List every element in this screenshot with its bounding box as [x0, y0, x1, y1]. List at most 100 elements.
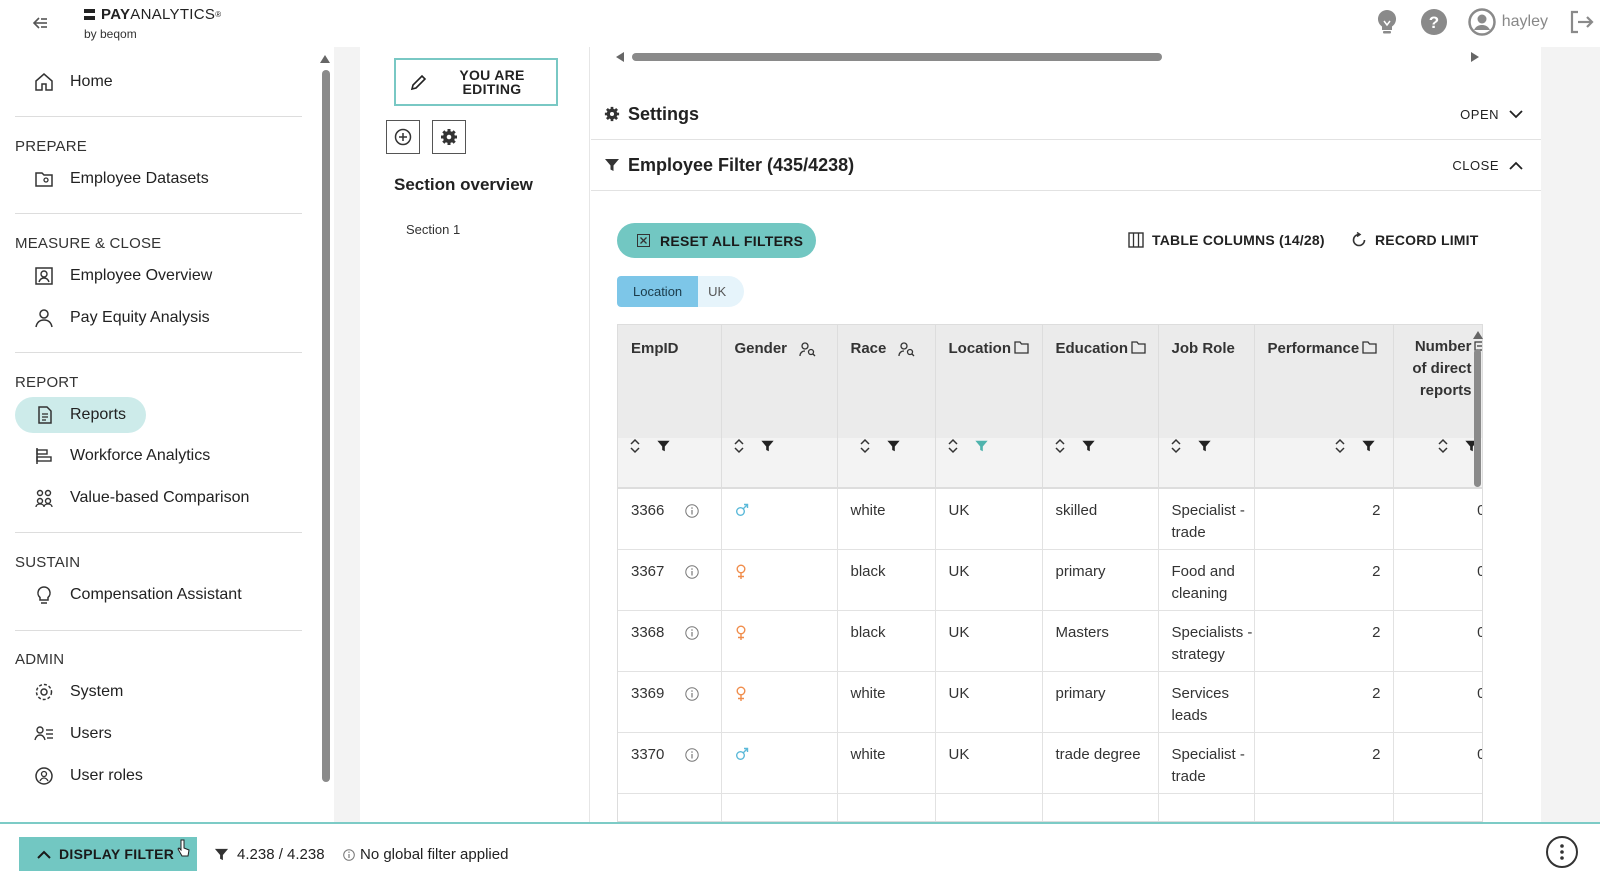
- sort-icon[interactable]: [1170, 438, 1181, 454]
- info-icon[interactable]: [685, 686, 699, 701]
- app-logo[interactable]: PAY ANALYTICS ® by beqom: [84, 6, 221, 41]
- filter-icon[interactable]: [1361, 439, 1376, 453]
- nav-section-admin: ADMIN: [15, 651, 65, 668]
- filter-active-icon[interactable]: [974, 439, 989, 453]
- section-settings-button[interactable]: [432, 120, 466, 154]
- filter-icon[interactable]: [1081, 439, 1096, 453]
- table-row[interactable]: 3368 black UK Masters Specialists - strategy…: [618, 610, 1482, 672]
- record-limit-label: RECORD LIMIT: [1375, 232, 1479, 248]
- horizontal-scrollbar-thumb[interactable]: [632, 53, 1162, 61]
- sidebar-scrollbar-thumb[interactable]: [322, 70, 330, 782]
- column-header-performance[interactable]: Performance: [1254, 325, 1394, 438]
- filter-icon[interactable]: [656, 439, 671, 453]
- help-icon[interactable]: ?: [1420, 8, 1448, 36]
- section-item[interactable]: Section 1: [406, 222, 461, 237]
- cell-direct-reports: 0: [1393, 732, 1482, 794]
- add-section-button[interactable]: [386, 120, 420, 154]
- brand-rest: ANALYTICS: [130, 6, 216, 23]
- male-symbol-icon: [735, 747, 749, 761]
- filter-action-label: CLOSE: [1452, 157, 1499, 173]
- svg-text:?: ?: [1429, 13, 1439, 32]
- sidebar-item-home[interactable]: Home: [15, 64, 133, 100]
- employee-filter-panel-header[interactable]: Employee Filter (435/4238) CLOSE: [591, 140, 1541, 191]
- sort-icon[interactable]: [1054, 438, 1065, 454]
- female-symbol-icon: [735, 686, 747, 702]
- sidebar-item-employee-datasets[interactable]: Employee Datasets: [15, 161, 229, 197]
- cell-education: skilled: [1042, 488, 1159, 550]
- scroll-right-arrow-icon[interactable]: [1471, 52, 1479, 62]
- info-icon[interactable]: [685, 625, 699, 640]
- info-icon[interactable]: [685, 564, 699, 579]
- location-controls: [935, 438, 1043, 489]
- sidebar-item-user-roles[interactable]: User roles: [15, 758, 163, 794]
- cell-performance: 2: [1254, 488, 1394, 550]
- sort-icon[interactable]: [733, 438, 744, 454]
- table-scrollbar-thumb[interactable]: [1474, 349, 1481, 487]
- sidebar-item-label: Pay Equity Analysis: [70, 309, 210, 326]
- filter-icon[interactable]: [760, 439, 775, 453]
- column-header-location[interactable]: Location: [935, 325, 1043, 438]
- sidebar-item-system[interactable]: System: [15, 674, 143, 710]
- record-limit-button[interactable]: RECORD LIMIT: [1351, 232, 1479, 248]
- sidebar-item-label: System: [70, 683, 124, 700]
- sidebar-item-workforce-analytics[interactable]: Workforce Analytics: [15, 438, 230, 474]
- sidebar-item-label: Reports: [70, 406, 127, 423]
- column-header-empid[interactable]: EmpID: [618, 325, 722, 438]
- filter-icon[interactable]: [886, 439, 901, 453]
- settings-open-button[interactable]: OPEN: [1460, 107, 1523, 122]
- lightbulb-icon[interactable]: [1374, 8, 1400, 36]
- table-columns-label: TABLE COLUMNS (14/28): [1152, 232, 1325, 248]
- cell-location: UK: [935, 549, 1043, 611]
- sidebar-item-value-based-comparison[interactable]: Value-based Comparison: [15, 480, 269, 516]
- cell-direct-reports: 0: [1393, 488, 1482, 550]
- nav-section-report: REPORT: [15, 374, 79, 391]
- you-are-editing-button[interactable]: YOU ARE EDITING: [394, 58, 558, 106]
- sort-icon[interactable]: [1334, 438, 1345, 454]
- users-icon: [34, 724, 54, 744]
- more-options-icon[interactable]: [1546, 836, 1578, 868]
- scroll-left-arrow-icon[interactable]: [616, 52, 624, 62]
- sort-icon[interactable]: [947, 438, 958, 454]
- column-header-education[interactable]: Education: [1042, 325, 1159, 438]
- job-role-controls: [1158, 438, 1255, 489]
- folder-icon: [1014, 341, 1029, 354]
- logo-mark-icon: [84, 9, 95, 20]
- username[interactable]: hayley: [1501, 13, 1548, 30]
- table-scroll-up-icon[interactable]: [1473, 331, 1483, 339]
- active-filter-chip[interactable]: Location UK: [617, 276, 745, 307]
- info-icon[interactable]: [685, 747, 699, 762]
- logout-icon[interactable]: [1568, 9, 1594, 35]
- reset-all-filters-button[interactable]: RESET ALL FILTERS: [617, 223, 816, 258]
- sort-icon[interactable]: [630, 438, 640, 454]
- cell-direct-reports: 0: [1393, 549, 1482, 611]
- sidebar-item-employee-overview[interactable]: Employee Overview: [15, 258, 232, 294]
- column-header-gender[interactable]: Gender: [721, 325, 838, 438]
- table-row[interactable]: 3370 white UK trade degree Specialist - trad…: [618, 732, 1482, 794]
- collapse-sidebar-icon[interactable]: [32, 16, 48, 30]
- sidebar-item-users[interactable]: Users: [15, 716, 132, 752]
- display-filter-button[interactable]: DISPLAY FILTER: [19, 837, 197, 871]
- user-avatar-icon[interactable]: [1468, 8, 1496, 36]
- info-icon[interactable]: [685, 504, 699, 518]
- sidebar-item-compensation-assistant[interactable]: Compensation Assistant: [15, 577, 262, 613]
- filter-close-button[interactable]: CLOSE: [1452, 158, 1523, 173]
- column-label: Job Role: [1171, 340, 1235, 357]
- settings-panel-header[interactable]: Settings OPEN: [591, 89, 1541, 140]
- scroll-up-arrow-icon[interactable]: [320, 55, 330, 63]
- sort-icon[interactable]: [859, 438, 870, 454]
- cell-empid: 3366: [618, 488, 722, 550]
- cell-job-role: Specialist - trade: [1158, 732, 1255, 794]
- sort-icon[interactable]: [1437, 438, 1448, 454]
- column-header-direct-reports[interactable]: Number of direct reports: [1393, 325, 1482, 438]
- column-header-race[interactable]: Race: [837, 325, 936, 438]
- empid-value: 3366: [631, 502, 665, 519]
- column-header-job-role[interactable]: Job Role: [1158, 325, 1255, 438]
- table-columns-button[interactable]: TABLE COLUMNS (14/28): [1128, 232, 1325, 248]
- sidebar-item-reports[interactable]: Reports: [15, 397, 147, 433]
- cell-job-role: Food and cleaning: [1158, 549, 1255, 611]
- filter-icon[interactable]: [1197, 439, 1212, 453]
- sidebar-item-pay-equity-analysis[interactable]: Pay Equity Analysis: [15, 300, 230, 336]
